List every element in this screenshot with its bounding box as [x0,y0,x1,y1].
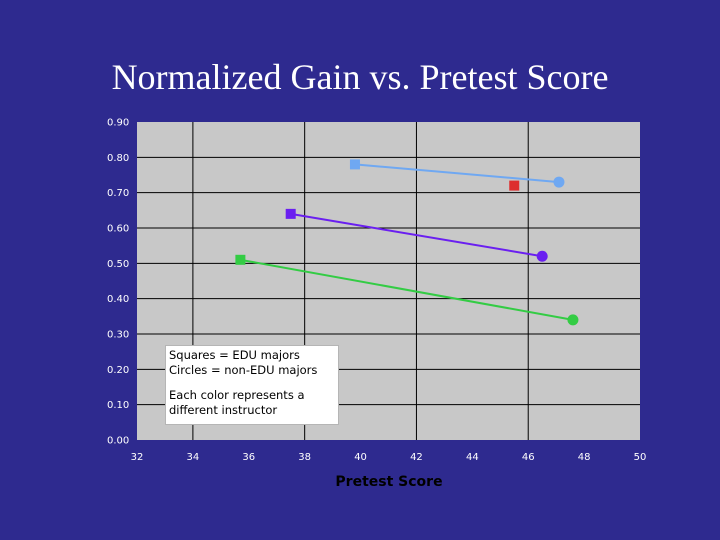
square-marker [235,254,246,265]
x-tick-label: 32 [131,452,144,463]
y-tick-label: 0.60 [107,224,129,235]
y-tick-label: 0.40 [107,294,129,305]
series-line [290,212,543,258]
legend-line-instructor: different instructor [169,403,278,417]
square-marker [509,180,520,191]
slide-title: Normalized Gain vs. Pretest Score [111,57,609,97]
x-tick-label: 36 [242,452,255,463]
circle-marker [567,314,579,326]
series-line [354,163,560,184]
square-marker [349,159,360,170]
x-tick-label: 40 [354,452,367,463]
y-tick-label: 0.80 [107,153,129,164]
series-line [240,258,574,321]
y-tick-label: 0.10 [107,400,129,411]
series-layer [235,159,579,326]
legend-line-squares: Squares = EDU majors [169,348,300,362]
y-tick-label: 0.00 [107,436,129,447]
x-tick-label: 34 [187,452,200,463]
circle-marker [536,250,548,262]
y-tick-label: 0.30 [107,330,129,341]
x-axis-title: Pretest Score [335,474,442,490]
y-axis: 0.00 0.10 0.20 0.30 0.40 0.50 0.60 0.70 0.80 0.90 [107,118,129,447]
x-tick-label: 46 [522,452,535,463]
legend-line-color: Each color represents a [169,388,305,402]
x-tick-label: 44 [466,452,479,463]
legend-box: Squares = EDU majors Circles = non-EDU m… [165,345,339,425]
square-marker [285,208,296,219]
x-tick-label: 50 [634,452,647,463]
circle-marker [553,176,565,188]
x-tick-label: 42 [410,452,423,463]
y-tick-label: 0.70 [107,188,129,199]
y-tick-label: 0.90 [107,118,129,129]
x-tick-label: 38 [298,452,311,463]
y-tick-label: 0.20 [107,365,129,376]
legend-line-circles: Circles = non-EDU majors [169,363,318,377]
grid-lines [137,122,640,440]
x-tick-label: 48 [578,452,591,463]
y-tick-label: 0.50 [107,259,129,270]
x-axis: 32 34 36 38 40 42 44 46 48 50 [131,452,647,463]
